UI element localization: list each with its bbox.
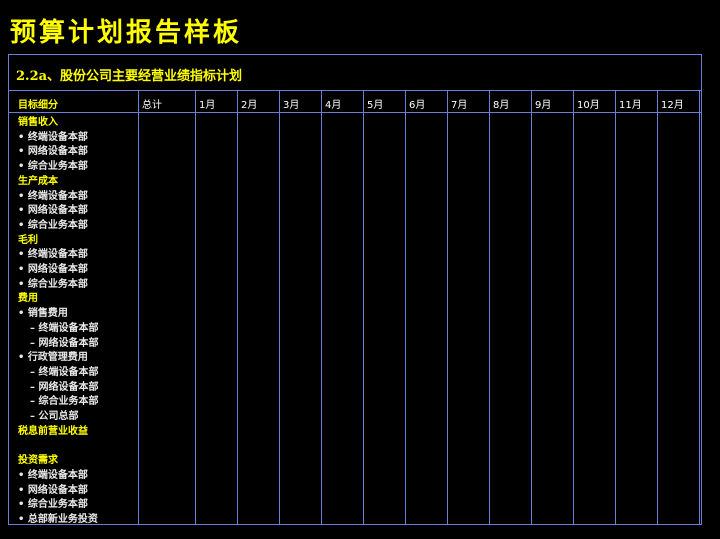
header-target-breakdown: 目标细分: [18, 100, 58, 111]
column-divider: [699, 91, 700, 525]
row-label: • 总部新业务投资: [18, 513, 98, 525]
row-label: • 综合业务本部: [18, 278, 88, 290]
header-month: 6月: [409, 100, 426, 111]
section-label: 销售收入: [18, 117, 58, 128]
column-divider: [279, 91, 280, 525]
column-divider: [573, 91, 574, 525]
table-frame: [8, 54, 702, 525]
row-label: • 综合业务本部: [18, 499, 88, 511]
table-header-row: [8, 91, 702, 113]
header-month: 1月: [199, 100, 216, 111]
header-month: 4月: [325, 100, 342, 111]
row-label: • 网络设备本部: [18, 146, 88, 158]
section-label: 投资需求: [18, 455, 58, 467]
header-month: 9月: [535, 100, 552, 111]
header-month: 10月: [577, 100, 600, 111]
section-label: 税息前营业收益: [18, 425, 88, 437]
column-divider: [321, 91, 322, 525]
row-label: • 销售费用: [18, 308, 68, 320]
header-total: 总计: [142, 100, 162, 111]
row-label: • 综合业务本部: [18, 219, 88, 231]
column-divider: [195, 91, 196, 525]
row-label: – 终端设备本部: [30, 366, 99, 378]
row-label: • 网络设备本部: [18, 205, 88, 217]
row-label: • 网络设备本部: [18, 484, 88, 496]
column-divider: [138, 91, 139, 525]
row-label: [18, 439, 98, 454]
section-label: 生产成本: [18, 175, 58, 187]
header-month: 7月: [451, 100, 468, 111]
row-label: • 网络设备本部: [18, 264, 88, 276]
section-label: 毛利: [18, 234, 38, 246]
column-divider: [657, 91, 658, 525]
row-label: • 终端设备本部: [18, 469, 88, 481]
row-label: • 综合业务本部: [18, 161, 88, 173]
row-label: – 网络设备本部: [30, 381, 99, 393]
column-divider: [531, 91, 532, 525]
column-divider: [237, 91, 238, 525]
row-label: – 综合业务本部: [30, 396, 99, 408]
row-label: – 公司总部: [30, 411, 79, 423]
header-month: 12月: [661, 100, 684, 111]
header-month: 2月: [241, 100, 258, 111]
column-divider: [363, 91, 364, 525]
column-divider: [447, 91, 448, 525]
row-label: • 终端设备本部: [18, 131, 88, 143]
header-month: 8月: [493, 100, 510, 111]
column-divider: [489, 91, 490, 525]
section-label: 费用: [18, 293, 38, 305]
row-labels: 销售收入 • 终端设备本部 • 网络设备本部 • 综合业务本部 生产成本 • 终端设备本部…: [18, 116, 98, 528]
row-label: • 终端设备本部: [18, 249, 88, 261]
column-divider: [405, 91, 406, 525]
table-subtitle: 2.2a、股份公司主要经营业绩指标计划: [8, 54, 702, 91]
column-divider: [615, 91, 616, 525]
row-label: – 网络设备本部: [30, 337, 99, 349]
row-label: – 终端设备本部: [30, 322, 99, 334]
header-month: 5月: [367, 100, 384, 111]
header-month: 3月: [283, 100, 300, 111]
row-label: • 行政管理费用: [18, 352, 88, 364]
page-title: 预算计划报告样板: [10, 18, 243, 48]
row-label: • 终端设备本部: [18, 190, 88, 202]
header-month: 11月: [619, 100, 642, 111]
